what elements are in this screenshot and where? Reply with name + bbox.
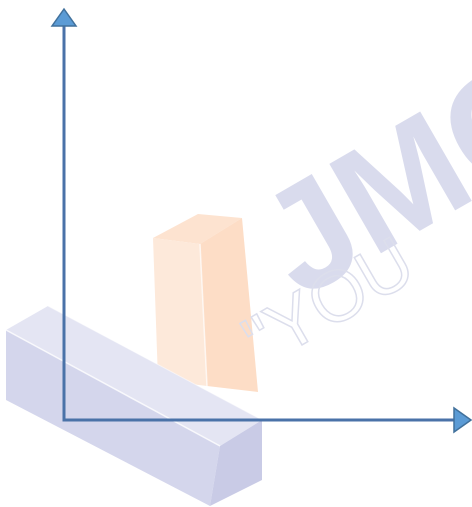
y-axis-arrowhead	[50, 7, 78, 27]
watermark-lying-block	[5, 305, 263, 506]
watermark-upright-block	[153, 214, 258, 392]
coordinate-axes	[50, 7, 472, 434]
x-axis-arrowhead	[453, 406, 472, 434]
watermark-logo: JMC "YOU	[5, 24, 472, 506]
